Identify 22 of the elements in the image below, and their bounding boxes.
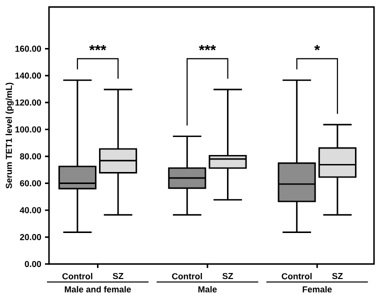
y-axis-title: Serum TET1 level (pg/mL) [6, 82, 14, 188]
text: Male and female [64, 286, 131, 292]
y-tick-label: 140.00 [15, 72, 42, 79]
y-tick-label: 0.00 [24, 260, 42, 268]
annotation: * [314, 44, 320, 50]
y-tick-label: 60.00 [20, 180, 42, 186]
x-tick-label: Control [62, 272, 92, 280]
annotation: *** [89, 44, 106, 50]
y-tick-label: 20.00 [20, 234, 42, 240]
x-tick-label: Control [172, 272, 202, 280]
x-tick-label: Control [282, 272, 312, 280]
y-tick-label: 160.00 [15, 46, 42, 52]
y-tick-label: 100.00 [15, 126, 42, 133]
y-tick-label: 40.00 [20, 207, 42, 214]
x-tick-label: SZ [112, 272, 124, 280]
x-tick-label: SZ [332, 272, 343, 280]
x-tick-label: SZ [222, 272, 234, 280]
y-tick-label: 120.00 [15, 99, 42, 106]
text: Female [302, 286, 332, 292]
y-tick-label: 80.00 [20, 153, 42, 160]
annotation: *** [198, 44, 216, 50]
text: Male [198, 286, 217, 292]
